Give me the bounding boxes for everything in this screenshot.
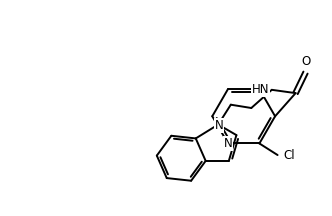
Text: Cl: Cl xyxy=(284,149,295,162)
Text: HN: HN xyxy=(252,83,269,96)
Text: N: N xyxy=(224,137,232,150)
Text: N: N xyxy=(214,119,223,132)
Text: O: O xyxy=(301,55,310,68)
